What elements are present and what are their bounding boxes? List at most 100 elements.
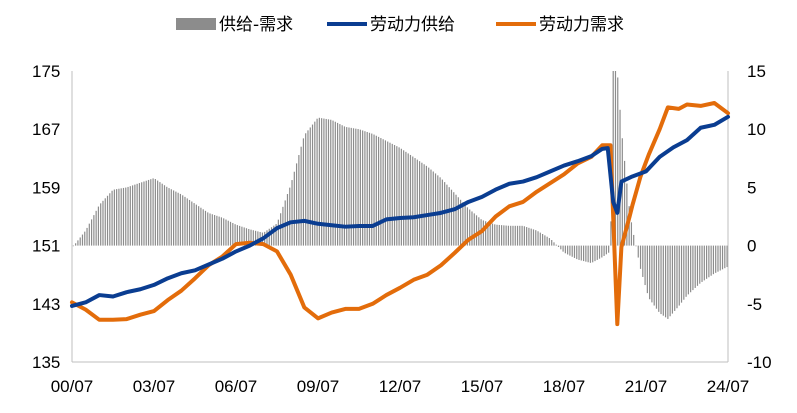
gap-bar [699, 245, 701, 284]
gap-bar [325, 118, 327, 246]
gap-bar [166, 186, 168, 246]
gap-bar [637, 245, 639, 258]
gap-bar [254, 230, 257, 246]
gap-bar [651, 245, 653, 303]
gap-bar [213, 215, 216, 246]
gap-bar [459, 199, 462, 246]
gap-bar [195, 204, 197, 246]
gap-bar [366, 131, 368, 246]
gap-bar [113, 189, 115, 246]
y-left-tick-label: 135 [32, 353, 60, 372]
gap-bar [485, 221, 487, 246]
gap-bar [339, 124, 341, 246]
gap-bar [100, 203, 102, 246]
gap-bar [592, 245, 594, 263]
gap-bar [200, 207, 202, 246]
gap-bar [252, 230, 254, 246]
gap-bar [617, 77, 619, 246]
gap-bar [207, 212, 209, 246]
legend-swatch-gap [176, 18, 216, 30]
gap-bar [327, 119, 330, 246]
gap-bar [268, 228, 270, 246]
gap-bar [286, 194, 289, 246]
gap-bar [277, 219, 279, 246]
gap-bar [687, 245, 689, 295]
gap-bar [546, 236, 548, 246]
gap-bar [193, 203, 195, 246]
gap-bar [619, 109, 621, 246]
gap-bar [664, 245, 667, 318]
gap-bar [469, 209, 471, 246]
gap-bar [710, 245, 712, 276]
gap-bar [564, 245, 566, 254]
gap-bars [72, 71, 728, 319]
gap-bar [368, 132, 371, 246]
gap-bar [649, 245, 651, 300]
gap-bar [521, 225, 523, 246]
gap-bar [514, 225, 516, 246]
lines [70, 101, 730, 327]
gap-bar [141, 182, 143, 246]
gap-bar [152, 178, 154, 246]
gap-bar [662, 245, 664, 316]
y-left-tick-label: 143 [32, 295, 60, 314]
gap-bar [430, 169, 432, 246]
gap-bar [332, 120, 334, 246]
gap-bar [705, 245, 708, 279]
gap-bar [170, 189, 172, 246]
gap-bar [712, 245, 715, 275]
gap-bar [352, 128, 355, 246]
gap-bar [275, 224, 277, 246]
gap-bar [380, 138, 382, 246]
gap-bar [188, 199, 191, 246]
gap-bar [373, 134, 375, 246]
gap-bar [311, 124, 314, 246]
gap-bar [537, 231, 539, 246]
gap-bar [567, 245, 569, 255]
gap-bar [300, 146, 302, 246]
y-left-tick-label: 175 [32, 62, 60, 81]
gap-bar [136, 183, 138, 246]
gap-bar [510, 225, 512, 246]
gap-bar [118, 188, 120, 246]
y-right-tick-label: -10 [747, 353, 772, 372]
gap-bar [434, 173, 437, 246]
gap-bar [316, 118, 318, 246]
gap-bar [530, 228, 532, 246]
gap-bar [355, 128, 357, 246]
gap-bar [145, 180, 147, 246]
gap-bar [330, 119, 332, 246]
y-left-tick-label: 151 [32, 237, 60, 256]
gap-bar [535, 230, 537, 246]
gap-bar [403, 150, 405, 246]
gap-bar [532, 229, 535, 246]
gap-bar [104, 198, 106, 246]
gap-bar [448, 187, 450, 246]
gap-bar [578, 245, 580, 260]
gap-bar [243, 227, 245, 246]
gap-bar [407, 153, 409, 246]
gap-bar [692, 245, 694, 291]
gap-bar [134, 184, 136, 246]
gap-bar [131, 185, 134, 246]
gap-bar [475, 215, 478, 246]
gap-bar [464, 204, 466, 246]
gap-bar [453, 192, 455, 246]
gap-bar [204, 210, 207, 246]
gap-bar [669, 245, 671, 317]
gap-bar [544, 235, 546, 246]
gap-bar [184, 196, 186, 246]
gap-bar [519, 225, 521, 246]
gap-bar [147, 179, 150, 246]
gap-bar [236, 225, 238, 246]
gap-bar [218, 216, 220, 246]
gap-bar [685, 245, 687, 297]
gap-bar [721, 245, 724, 270]
gap-bar [644, 245, 646, 286]
gap-bar [179, 193, 182, 246]
gap-bar [220, 217, 223, 246]
gap-bar [321, 118, 323, 246]
gap-bar [658, 245, 660, 312]
gap-bar [446, 184, 448, 246]
